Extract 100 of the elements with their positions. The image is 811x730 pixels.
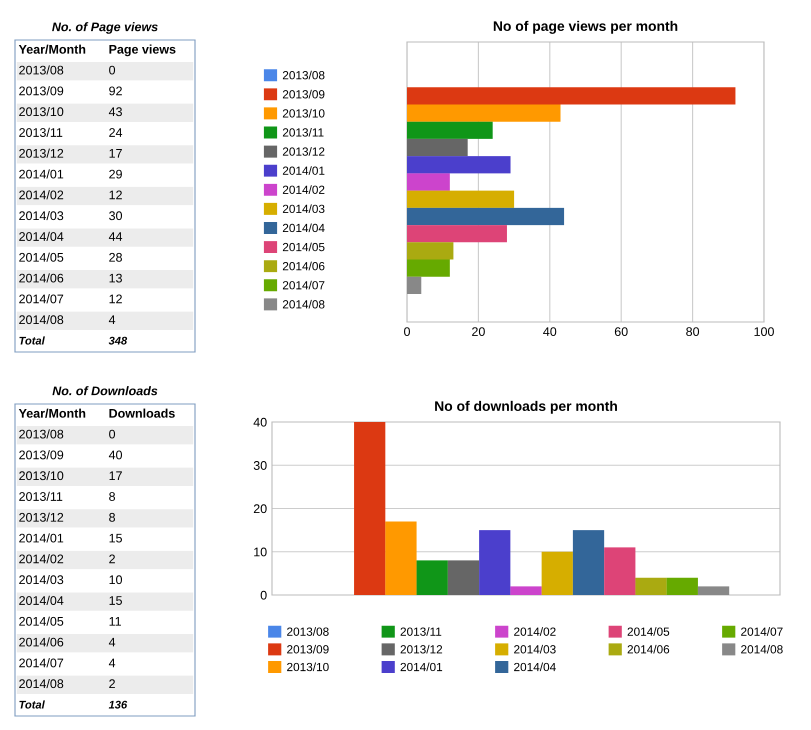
data-label: 4 (108, 315, 116, 324)
bar (407, 122, 493, 139)
category-label: 2014/07 (19, 658, 64, 668)
category-label: 2013/10 (19, 470, 64, 480)
text: 348 (108, 336, 128, 345)
legend-label: 2014/03 (282, 204, 324, 214)
category-label: 2013/11 (19, 492, 62, 501)
legend-label: 2014/04 (514, 662, 556, 672)
text: Total (19, 700, 45, 709)
data-label: 13 (110, 274, 122, 283)
data-label: 8 (109, 492, 116, 501)
data-label: 2 (109, 679, 115, 688)
legend-label: 2013/10 (287, 662, 329, 672)
category-label: 2013/10 (19, 106, 64, 116)
data-label: 11 (110, 617, 121, 626)
data-label: 2 (109, 554, 115, 564)
category-label: 2014/03 (19, 210, 64, 220)
text: No. of Downloads (52, 386, 158, 396)
legend-label: 2014/01 (282, 166, 324, 175)
x-tick-label: 20 (472, 327, 485, 336)
bar (407, 173, 450, 191)
y-tick-label: 0 (260, 590, 267, 600)
legend-label: 2014/08 (282, 300, 324, 309)
category-label: 2013/12 (19, 148, 64, 158)
category-label: 2014/03 (19, 574, 64, 584)
legend-label: 2013/12 (400, 644, 442, 654)
legend-label: 2013/12 (282, 147, 324, 156)
text: Year/Month (18, 44, 86, 54)
category-label: 2014/02 (19, 554, 64, 564)
category-label: 2014/08 (19, 678, 64, 688)
legend-label: 2014/07 (282, 280, 324, 290)
data-label: 40 (108, 450, 122, 460)
bar (635, 578, 667, 595)
data-label: 28 (109, 252, 122, 262)
data-label: 0 (109, 430, 116, 439)
data-label: 44 (108, 232, 122, 241)
bar (416, 560, 448, 595)
data-label: 43 (108, 107, 122, 116)
data-label: 24 (109, 128, 122, 137)
data-label: 4 (108, 658, 116, 668)
text: 136 (108, 700, 128, 709)
category-label: 2014/08 (19, 314, 64, 324)
bar (448, 560, 480, 595)
text: Downloads (109, 408, 175, 418)
data-label: 92 (109, 86, 122, 96)
legend-label: 2013/09 (282, 90, 324, 98)
x-tick-label: 0 (404, 327, 410, 336)
bar (407, 156, 511, 174)
legend-label: 2014/04 (282, 223, 325, 232)
category-label: 2014/04 (19, 232, 64, 241)
x-tick-label: 40 (543, 327, 556, 336)
text: No. of Page views (52, 22, 158, 34)
data-label: 17 (110, 149, 122, 158)
bar (385, 521, 417, 595)
legend-label: 2014/02 (514, 627, 556, 636)
category-label: 2014/01 (19, 533, 64, 543)
category-label: 2013/11 (19, 128, 62, 137)
data-label: 8 (109, 512, 116, 522)
x-tick-label: 80 (686, 327, 700, 336)
chart-title: No of page views per month (494, 20, 678, 34)
category-label: 2014/07 (19, 294, 64, 304)
data-label: 12 (110, 294, 122, 304)
bar (407, 208, 564, 226)
x-tick-label: 60 (614, 327, 628, 336)
bar (354, 422, 386, 595)
y-tick-label: 40 (254, 418, 267, 427)
category-label: 2013/12 (19, 512, 64, 522)
text: Total (19, 336, 45, 345)
legend-label: 2014/05 (282, 242, 324, 252)
y-tick-label: 30 (254, 461, 267, 470)
legend-label: 2014/08 (741, 644, 783, 654)
bar (479, 530, 510, 595)
chart-title: No of downloads per month (435, 400, 617, 414)
bar (407, 138, 468, 156)
legend-label: 2013/08 (282, 70, 324, 80)
bar (407, 87, 736, 104)
legend-label: 2014/07 (741, 627, 783, 636)
category-label: 2014/05 (19, 616, 64, 626)
legend-label: 2014/03 (514, 644, 556, 654)
bar (407, 242, 454, 260)
bar (407, 190, 514, 208)
category-label: 2014/02 (19, 190, 64, 200)
bar (542, 552, 573, 595)
legend-label: 2013/09 (287, 644, 329, 654)
category-label: 2013/09 (19, 450, 64, 460)
category-label: 2013/08 (19, 65, 64, 75)
category-label: 2014/04 (19, 596, 64, 605)
bar (407, 104, 561, 122)
data-label: 15 (110, 534, 122, 543)
data-label: 15 (110, 596, 122, 605)
legend-label: 2014/06 (628, 644, 670, 654)
bar (572, 530, 604, 595)
y-tick-label: 10 (254, 548, 267, 556)
data-label: 0 (109, 66, 116, 75)
legend-label: 2014/01 (400, 662, 442, 672)
category-label: 2014/05 (19, 252, 64, 262)
data-label: 10 (110, 575, 122, 584)
legend-label: 2014/02 (282, 185, 324, 194)
data-label: 17 (110, 471, 122, 480)
bar (604, 547, 636, 595)
